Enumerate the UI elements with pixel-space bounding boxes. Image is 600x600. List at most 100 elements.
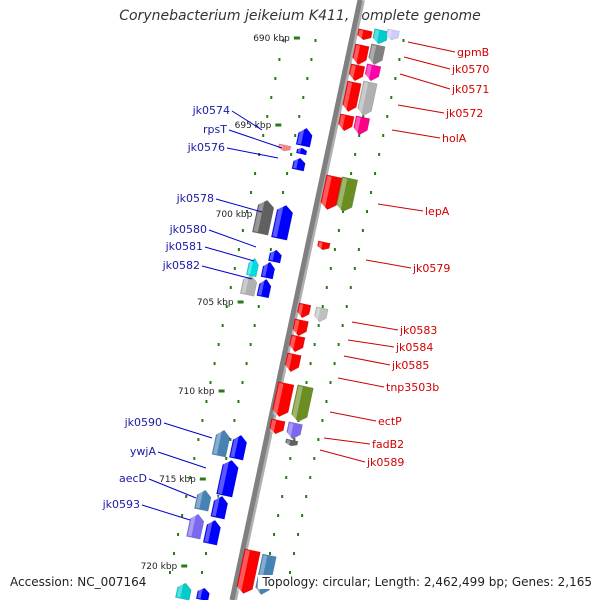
guide-dot (250, 191, 253, 194)
leader-line (337, 377, 385, 388)
accession-text: Accession: NC_007164 (10, 575, 151, 589)
forward-gene (285, 438, 299, 447)
gene-body (260, 261, 276, 280)
reverse-gene (175, 582, 192, 600)
tick-label: 715 kbp (159, 475, 196, 485)
gene-highlight (297, 127, 305, 145)
leader-line (351, 321, 399, 331)
tick-mark (237, 300, 244, 304)
guide-dot (193, 457, 196, 460)
leader-line (141, 504, 191, 521)
guide-dot (294, 134, 297, 137)
gene-highlight (272, 204, 284, 238)
tick-mark (293, 36, 300, 40)
guide-dot (213, 362, 216, 365)
forward-gene (338, 113, 355, 132)
reverse-gene (239, 274, 258, 297)
gene-highlight (236, 550, 250, 593)
tick-label: 720 kbp (141, 562, 178, 572)
gene-body (372, 28, 389, 45)
guide-dot (325, 286, 328, 289)
forward-gene (272, 381, 295, 417)
leader-line (228, 129, 283, 149)
gene-highlight (269, 250, 275, 261)
gene-body (256, 278, 272, 299)
gene-body (228, 434, 248, 461)
guide-dot (254, 172, 257, 175)
guide-dot (310, 58, 313, 61)
tick-label: 690 kbp (253, 34, 290, 44)
guide-dot (353, 267, 356, 270)
reverse-gene (245, 257, 259, 278)
guide-dot (386, 115, 389, 118)
tick-mark (218, 389, 225, 393)
forward-gene (372, 28, 389, 45)
guide-dot (325, 400, 328, 403)
guide-dot (350, 172, 353, 175)
gene-highlight (213, 430, 222, 455)
guide-dot (329, 267, 332, 270)
leader-line (391, 129, 441, 139)
gene-label-jk0574: jk0574 (192, 104, 230, 117)
guide-dot (302, 96, 305, 99)
guide-dot (262, 134, 265, 137)
guide-dot (382, 134, 385, 137)
gene-label-jk0585: jk0585 (391, 359, 429, 372)
gene-body (338, 113, 355, 132)
forward-gene (386, 28, 400, 41)
gene-highlight (357, 82, 369, 115)
reverse-gene (194, 489, 212, 512)
tick-label: 705 kbp (197, 298, 234, 308)
reverse-gene (195, 587, 210, 600)
guide-dot (290, 153, 293, 156)
forward-gene (364, 63, 382, 82)
reverse-gene (295, 147, 308, 156)
guide-dot (277, 514, 280, 517)
guide-dot (177, 533, 180, 536)
forward-gene (269, 418, 286, 435)
leader-line (215, 198, 263, 213)
gene-body (348, 63, 366, 82)
guide-dot (285, 476, 288, 479)
guide-dot (297, 533, 300, 536)
gene-highlight (211, 495, 220, 517)
guide-dot (333, 362, 336, 365)
gene-body (211, 429, 231, 458)
gene-highlight (386, 30, 392, 39)
leader-line (329, 411, 377, 422)
genome-backbone (229, 0, 365, 600)
leader-line (201, 265, 253, 280)
forward-gene (286, 421, 303, 440)
gene-highlight (368, 44, 377, 64)
gene-label-gpmb: gpmB (457, 46, 489, 59)
guide-dot (201, 419, 204, 422)
gene-highlight (292, 319, 300, 335)
gene-highlight (320, 175, 332, 209)
gene-highlight (314, 308, 321, 321)
gene-highlight (365, 64, 372, 80)
guide-dot (269, 248, 272, 251)
forward-gene (317, 240, 331, 251)
guide-dot (286, 172, 289, 175)
guide-dot (345, 305, 348, 308)
guide-dot (333, 248, 336, 251)
guide-dot (241, 229, 244, 232)
gene-highlight (230, 434, 239, 458)
guide-dot (305, 495, 308, 498)
gene-highlight (318, 242, 323, 249)
kbp-ticks: 690 kbp 695 kbp 700 kbp 705 kbp 710 kbp 715 k… (141, 34, 300, 572)
guide-dot (313, 343, 316, 346)
gene-highlight (285, 353, 293, 371)
gene-labels: jk0574 rpsT jk0576 jk0578 jk0580 jk0581 jk0582… (102, 46, 490, 511)
guide-dot (293, 552, 296, 555)
forward-gene (278, 143, 292, 152)
gene-label-jk0590: jk0590 (124, 416, 162, 429)
guide-dot (233, 267, 236, 270)
guide-dot (189, 476, 192, 479)
guide-dot (378, 153, 381, 156)
gene-label-jk0584: jk0584 (395, 341, 433, 354)
gene-body (364, 63, 382, 82)
guide-dot (394, 77, 397, 80)
guide-dot (309, 362, 312, 365)
forward-gene (292, 318, 309, 337)
